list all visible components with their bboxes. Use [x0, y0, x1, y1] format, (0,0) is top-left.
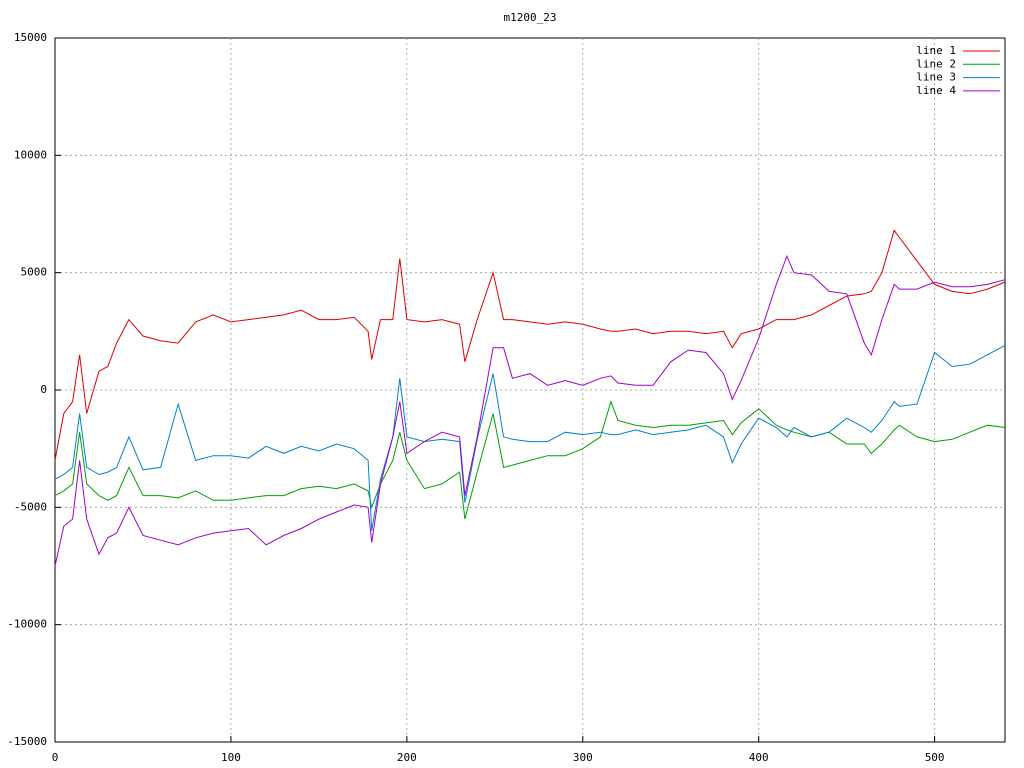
legend-label: line 3 — [916, 71, 956, 84]
x-tick-label: 400 — [749, 751, 769, 764]
y-tick-label: 10000 — [14, 148, 47, 161]
y-tick-label: 5000 — [21, 266, 48, 279]
x-tick-label: 0 — [52, 751, 59, 764]
y-tick-label: -15000 — [7, 735, 47, 748]
data-line — [54, 229, 1006, 461]
data-line — [54, 344, 1006, 531]
y-tick-label: -5000 — [14, 500, 47, 513]
y-tick-label: 0 — [40, 383, 47, 396]
chart-title: m1200_23 — [504, 11, 557, 24]
data-line — [54, 254, 1006, 567]
x-tick-label: 300 — [573, 751, 593, 764]
y-tick-label: 15000 — [14, 31, 47, 44]
y-tick-label: -10000 — [7, 618, 47, 631]
legend-label: line 2 — [916, 57, 956, 70]
x-tick-label: 200 — [397, 751, 417, 764]
x-tick-label: 100 — [221, 751, 241, 764]
legend-label: line 4 — [916, 84, 956, 97]
legend-label: line 1 — [916, 44, 956, 57]
x-tick-label: 500 — [925, 751, 945, 764]
data-line — [54, 400, 1006, 520]
